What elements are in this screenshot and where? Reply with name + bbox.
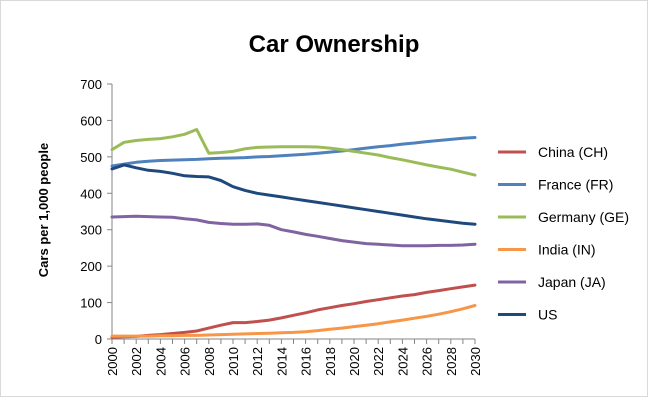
x-tick-label: 2010 — [226, 347, 241, 376]
y-tick-label: 500 — [80, 150, 102, 165]
legend-label: US — [538, 307, 557, 323]
x-tick-label: 2016 — [299, 347, 314, 376]
x-tick-label: 2004 — [153, 347, 168, 376]
series-line-0 — [110, 283, 477, 339]
x-tick-label: 2026 — [420, 347, 435, 376]
legend-label: China (CH) — [538, 144, 608, 160]
y-tick-label: 700 — [80, 77, 102, 92]
plot-area: 0 100 200 300 400 500 600 700 2000 2002 2004 2006 20… — [80, 77, 483, 376]
y-tick-label: 400 — [80, 186, 102, 201]
x-tick-label: 2028 — [444, 347, 459, 376]
x-tick-label: 2020 — [347, 347, 362, 376]
x-tick-label: 2024 — [395, 347, 410, 376]
x-tick-label: 2022 — [371, 347, 386, 376]
series-line-2 — [110, 128, 477, 177]
x-tick-label: 2018 — [323, 347, 338, 376]
series-line-3 — [110, 304, 477, 338]
legend-label: France (FR) — [538, 177, 613, 193]
y-tick-label: 600 — [80, 113, 102, 128]
y-tick-label: 100 — [80, 296, 102, 311]
y-axis-label: Cars per 1,000 people — [36, 143, 51, 277]
x-tick-label: 2000 — [105, 347, 120, 376]
x-tick-label: 2014 — [274, 347, 289, 376]
y-tick-label: 200 — [80, 259, 102, 274]
series-line-4 — [110, 214, 477, 248]
y-tick-label: 0 — [95, 332, 102, 347]
x-tick-label: 2008 — [202, 347, 217, 376]
series-line-5 — [110, 163, 477, 226]
x-tick-label: 2012 — [250, 347, 265, 376]
x-tick-label: 2030 — [468, 347, 483, 376]
legend: China (CH) France (FR) Germany (GE) India (… — [498, 144, 629, 323]
chart-title: Car Ownership — [249, 31, 420, 58]
x-tick-label: 2002 — [129, 347, 144, 376]
y-tick-label: 300 — [80, 223, 102, 238]
series-line-1 — [110, 136, 477, 168]
legend-label: Germany (GE) — [538, 209, 629, 225]
x-tick-label: 2006 — [178, 347, 193, 376]
legend-label: Japan (JA) — [538, 274, 606, 290]
legend-label: India (IN) — [538, 242, 596, 258]
